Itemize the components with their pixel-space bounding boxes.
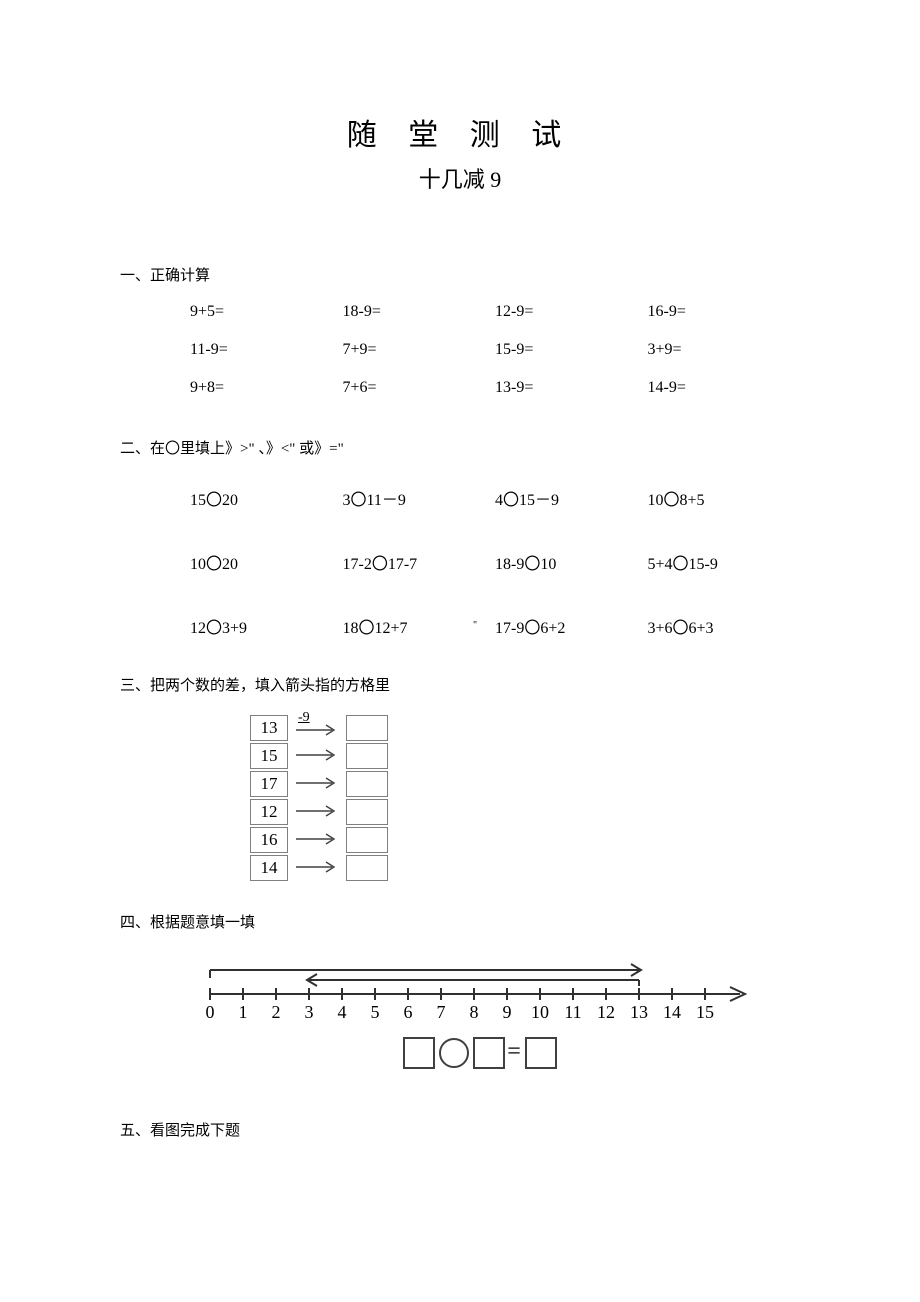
tick-label: 10 [531,1002,549,1022]
section3-table: 13 -9 15 17 12 [250,713,800,881]
tick-label: 9 [503,1002,512,1022]
tick-label: 4 [338,1002,347,1022]
equals-sign: = [507,1039,523,1065]
s3-right-cell [346,855,388,881]
s2-cell: 18-9〇10 [495,550,648,574]
s3-row: 14 [250,853,800,881]
s2-cell: 4〇15－9 [495,486,648,510]
page-title: 随 堂 测 试 [120,110,800,154]
s1-cell: 7+6= [343,379,496,397]
s3-left-cell: 17 [250,771,288,797]
section2-grid: 15〇20 3〇11－9 4〇15－9 10〇8+5 10〇20 17-2〇17… [120,486,800,638]
s2-cell: 17-2〇17-7 [343,550,496,574]
s2-cell: 12〇3+9 [190,614,343,638]
section2-head: 二、在〇里填上》>" 、》<" 或》=" [120,437,800,458]
s1-cell: 9+5= [190,303,343,321]
tick-mark: " [473,620,477,631]
s2-cell: 5+4〇15-9 [648,550,801,574]
section3-head: 三、把两个数的差，填入箭头指的方格里 [120,674,800,695]
blank-square-icon [473,1037,505,1069]
tick-label: 1 [239,1002,248,1022]
tick-label: 2 [272,1002,281,1022]
s3-row: 17 [250,769,800,797]
s2-cell: 10〇20 [190,550,343,574]
s2-cell-text: 17-9〇6+2 [495,620,565,637]
s1-cell: 14-9= [648,379,801,397]
tick-label: 11 [564,1002,581,1022]
s3-right-cell [346,827,388,853]
s2-cell: " 17-9〇6+2 [495,614,648,638]
tick-label: 6 [404,1002,413,1022]
s3-arrow [288,826,346,852]
arrow-icon [288,770,346,796]
section4-figure: 0 1 2 3 4 5 6 7 8 9 10 11 12 13 14 15 = [200,956,760,1069]
s3-right-cell [346,799,388,825]
blank-circle-icon [439,1038,469,1068]
section4-head: 四、根据题意填一填 [120,911,800,932]
arrow-icon [288,742,346,768]
s3-arrow: -9 [288,714,346,740]
tick-label: 13 [630,1002,648,1022]
s3-arrow [288,742,346,768]
s3-arrow [288,798,346,824]
tick-label: 3 [305,1002,314,1022]
s3-right-cell [346,715,388,741]
s3-row: 16 [250,825,800,853]
arrow-icon [288,854,346,880]
s1-cell: 9+8= [190,379,343,397]
blank-square-icon [403,1037,435,1069]
s3-left-cell: 13 [250,715,288,741]
s2-cell: 10〇8+5 [648,486,801,510]
tick-label: 8 [470,1002,479,1022]
s3-right-cell [346,771,388,797]
tick-label: 5 [371,1002,380,1022]
s3-left-cell: 15 [250,743,288,769]
s1-cell: 3+9= [648,341,801,359]
tick-label: 0 [206,1002,215,1022]
s2-cell: 3+6〇6+3 [648,614,801,638]
s1-cell: 7+9= [343,341,496,359]
blank-square-icon [525,1037,557,1069]
s3-left-cell: 16 [250,827,288,853]
section1-head: 一、正确计算 [120,264,800,285]
tick-label: 15 [696,1002,714,1022]
s1-cell: 18-9= [343,303,496,321]
s3-left-cell: 12 [250,799,288,825]
arrow-icon [288,714,346,740]
s3-right-cell [346,743,388,769]
tick-label: 7 [437,1002,446,1022]
s1-cell: 13-9= [495,379,648,397]
section1-grid: 9+5= 18-9= 12-9= 16-9= 11-9= 7+9= 15-9= … [120,303,800,397]
s1-cell: 12-9= [495,303,648,321]
s1-cell: 15-9= [495,341,648,359]
s3-arrow [288,854,346,880]
s1-cell: 16-9= [648,303,801,321]
section5-head: 五、看图完成下题 [120,1119,800,1140]
s3-arrow [288,770,346,796]
s2-cell: 15〇20 [190,486,343,510]
arrow-icon [288,826,346,852]
s3-row: 15 [250,741,800,769]
tick-label: 12 [597,1002,615,1022]
s3-row: 13 -9 [250,713,800,741]
s3-left-cell: 14 [250,855,288,881]
number-line-icon: 0 1 2 3 4 5 6 7 8 9 10 11 12 13 14 15 [200,956,760,1026]
s3-row: 12 [250,797,800,825]
worksheet-page: 随 堂 测 试 十几减 9 一、正确计算 9+5= 18-9= 12-9= 16… [0,0,920,1218]
s1-cell: 11-9= [190,341,343,359]
tick-label: 14 [663,1002,681,1022]
arrow-icon [288,798,346,824]
page-subtitle: 十几减 9 [120,162,800,194]
section4-equation: = [200,1037,760,1069]
s2-cell: 3〇11－9 [343,486,496,510]
